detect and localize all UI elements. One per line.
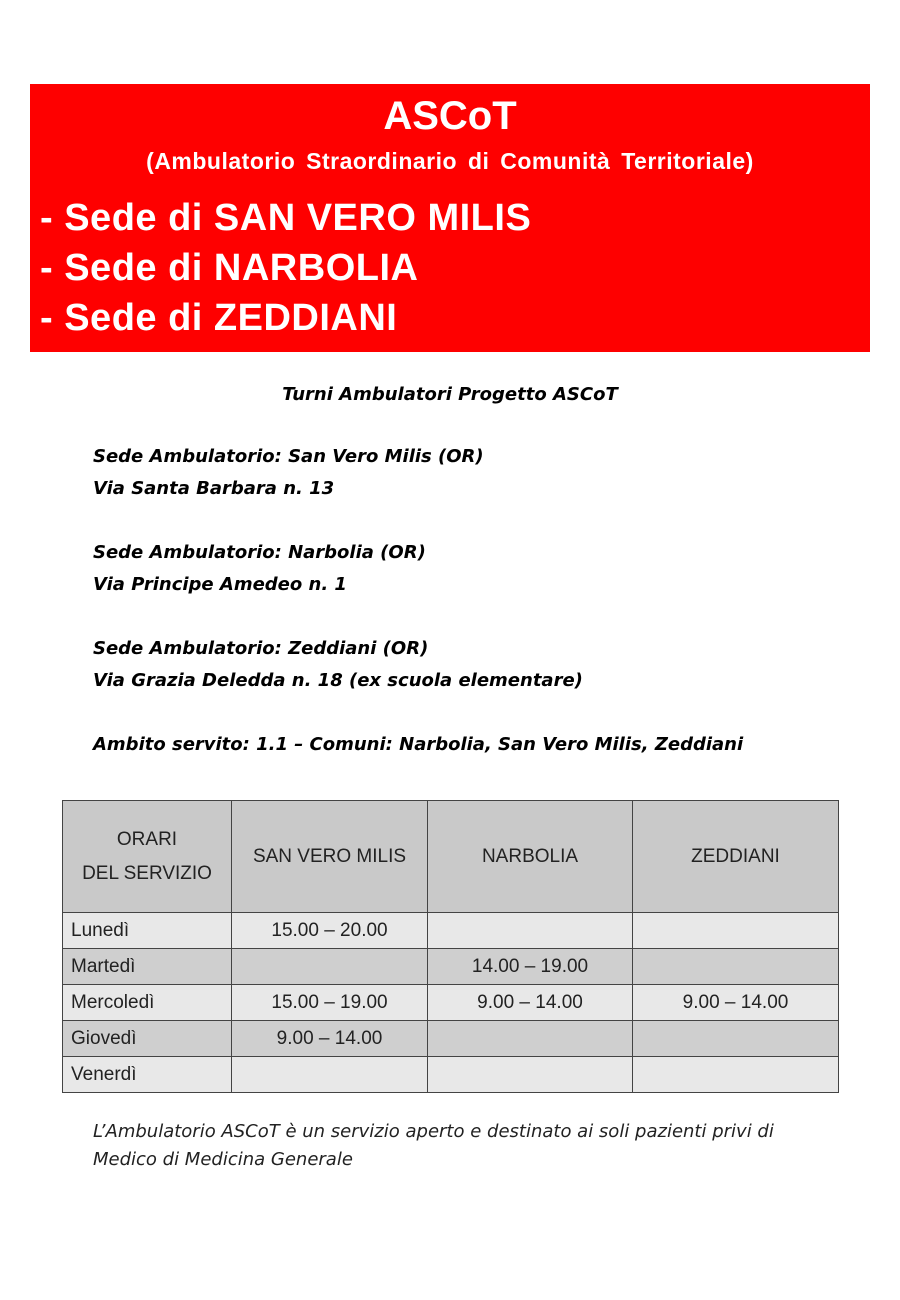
hours-cell — [427, 1020, 633, 1057]
hours-cell — [632, 1056, 839, 1093]
column-header: ZEDDIANI — [632, 800, 839, 913]
table-row: Mercoledì 15.00 – 19.00 9.00 – 14.00 9.0… — [62, 984, 839, 1021]
footer-note: L’Ambulatorio ASCoT è un servizio aperto… — [93, 1121, 774, 1170]
hours-cell — [231, 1056, 428, 1093]
header-banner: ASCoT (Ambulatorio Straordinario di Comu… — [30, 84, 870, 352]
banner-sede: - Sede di ZEDDIANI — [40, 297, 398, 339]
location-address: Via Santa Barbara n. 13 — [93, 478, 335, 499]
column-header: NARBOLIA — [427, 800, 633, 913]
hours-cell: 14.00 – 19.00 — [427, 948, 633, 985]
location-name: Sede Ambulatorio: Narbolia (OR) — [93, 542, 426, 563]
day-cell: Venerdì — [62, 1056, 232, 1093]
banner-subtitle: (Ambulatorio Straordinario di Comunità T… — [146, 148, 754, 174]
banner-title: ASCoT — [383, 94, 517, 138]
header-line: ORARI — [116, 829, 178, 851]
table-row: Lunedì 15.00 – 20.00 — [62, 912, 839, 949]
day-cell: Mercoledì — [62, 984, 232, 1021]
hours-cell: 9.00 – 14.00 — [231, 1020, 428, 1057]
day-cell: Giovedì — [62, 1020, 232, 1057]
hours-cell — [231, 948, 428, 985]
day-cell: Martedì — [62, 948, 232, 985]
location-address: Via Principe Amedeo n. 1 — [93, 574, 347, 595]
hours-cell — [632, 948, 839, 985]
table-row: Venerdì — [62, 1056, 839, 1093]
column-header-orari: ORARI DEL SERVIZIO — [62, 800, 232, 913]
day-cell: Lunedì — [62, 912, 232, 949]
table-header-row: ORARI DEL SERVIZIO SAN VERO MILIS NARBOLI… — [62, 800, 839, 913]
location-name: Sede Ambulatorio: Zeddiani (OR) — [93, 638, 429, 659]
table-row: Martedì 14.00 – 19.00 — [62, 948, 839, 985]
table-row: Giovedì 9.00 – 14.00 — [62, 1020, 839, 1057]
banner-sede: - Sede di NARBOLIA — [40, 247, 419, 289]
hours-cell — [632, 1020, 839, 1057]
hours-cell: 9.00 – 14.00 — [632, 984, 839, 1021]
hours-cell — [427, 1056, 633, 1093]
page-heading: Turni Ambulatori Progetto ASCoT — [282, 384, 618, 405]
column-header: SAN VERO MILIS — [231, 800, 428, 913]
hours-cell — [427, 912, 633, 949]
ambito-text: Ambito servito: 1.1 – Comuni: Narbolia, … — [93, 734, 744, 755]
hours-cell — [632, 912, 839, 949]
hours-cell: 15.00 – 20.00 — [231, 912, 428, 949]
schedule-table: ORARI DEL SERVIZIO SAN VERO MILIS NARBOLI… — [62, 800, 839, 1093]
location-name: Sede Ambulatorio: San Vero Milis (OR) — [93, 446, 484, 467]
location-address: Via Grazia Deledda n. 18 (ex scuola elem… — [93, 670, 583, 691]
header-line: DEL SERVIZIO — [82, 862, 212, 884]
hours-cell: 15.00 – 19.00 — [231, 984, 428, 1021]
banner-sede: - Sede di SAN VERO MILIS — [40, 197, 532, 239]
hours-cell: 9.00 – 14.00 — [427, 984, 633, 1021]
